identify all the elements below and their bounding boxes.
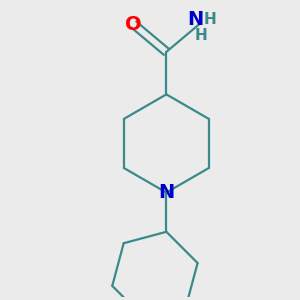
Text: H: H (204, 12, 217, 27)
Text: N: N (158, 183, 175, 202)
Text: N: N (188, 10, 204, 29)
Text: O: O (125, 15, 142, 34)
Text: H: H (194, 28, 207, 44)
